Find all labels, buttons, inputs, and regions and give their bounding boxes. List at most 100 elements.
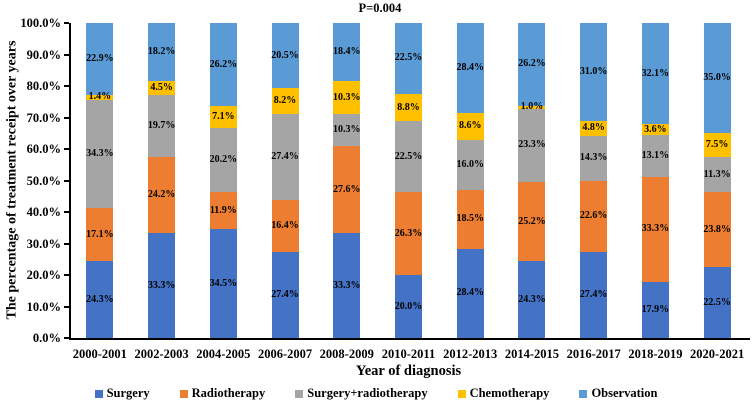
bar-segment: 10.3% [333, 81, 361, 114]
bar-segment: 18.4% [333, 23, 361, 82]
x-tick-label: 2018-2019 [628, 347, 683, 361]
bar-segment-label: 18.4% [333, 46, 361, 58]
bar-segment-label: 33.3% [641, 223, 670, 235]
bar-segment: 11.3% [703, 156, 731, 193]
legend-item: Radiotherapy [179, 386, 266, 401]
bar-segment-label: 35.0% [703, 72, 731, 84]
bar-segment: 7.5% [703, 133, 731, 157]
bar-segment-label: 32.1% [641, 67, 670, 79]
bar-segment: 26.3% [394, 192, 423, 276]
bar: 27.4% 16.4% 27.4% 8.2% 20.5% [271, 23, 299, 338]
bar-segment-label: 27.4% [579, 288, 608, 300]
bar-segment-label: 27.4% [271, 288, 299, 300]
y-tick-mark [64, 274, 69, 276]
bar-segment-label: 23.3% [518, 139, 546, 151]
bar-segment-label: 26.2% [518, 58, 546, 70]
bar-segment: 34.5% [210, 229, 237, 338]
legend-swatch [457, 390, 466, 398]
x-tick-label: 2004-2005 [196, 347, 251, 361]
bar-segment-label: 28.4% [456, 287, 484, 299]
bar-segment-label: 14.3% [579, 152, 608, 164]
x-axis-title: Year of diagnosis [355, 363, 462, 379]
bar-segment-label: 26.3% [394, 227, 423, 239]
bar-segment-label: 18.5% [456, 213, 484, 225]
bar-segment: 3.6% [641, 123, 669, 136]
bar-segment-label: 17.9% [641, 303, 670, 315]
bar-segment: 33.3% [641, 176, 670, 282]
bar-segment: 20.0% [395, 275, 422, 338]
y-tick-mark [64, 211, 69, 213]
y-tick-label: 60.0% [26, 142, 61, 156]
bar-segment-label: 28.4% [456, 62, 484, 74]
bar-segment-label: 7.1% [212, 111, 235, 123]
bar-segment: 7.1% [209, 105, 237, 129]
y-tick-label: 40.0% [26, 205, 61, 219]
bar: 20.0% 26.3% 22.5% 8.8% 22.5% [394, 22, 423, 338]
bar-segment: 26.2% [518, 23, 546, 106]
bar-segment-label: 20.0% [394, 300, 423, 312]
bar-segment: 25.2% [518, 182, 546, 262]
bar-segment-label: 11.3% [703, 168, 731, 180]
y-tick-label: 70.0% [26, 110, 61, 125]
bar-segment: 27.4% [271, 251, 299, 338]
x-tick-label: 2006-2007 [257, 347, 313, 361]
x-tick-label: 2008-2009 [319, 347, 374, 361]
bar-segment: 35.0% [703, 22, 731, 134]
legend-swatch [295, 390, 304, 398]
bar-segment: 24.3% [518, 261, 546, 338]
bar-segment-label: 4.5% [150, 81, 173, 93]
bar: 22.5% 23.8% 11.3% 7.5% 35.0% [703, 22, 731, 338]
bar-segment-label: 3.6% [644, 123, 667, 135]
bar-segment: 11.9% [209, 191, 237, 230]
bar-segment: 16.0% [456, 139, 484, 191]
y-tick-mark [64, 53, 69, 56]
x-tick-label: 2020-2021 [690, 347, 745, 361]
bar-segment: 23.8% [703, 192, 731, 268]
legend-label: Surgery+radiotherapy [307, 386, 428, 400]
bar-segment-label: 23.8% [703, 223, 731, 235]
bar-segment-label: 20.5% [271, 49, 299, 61]
bar-segment: 19.7% [147, 94, 176, 157]
y-tick-label: 10.0% [26, 299, 61, 314]
bar-segment: 26.2% [210, 23, 237, 106]
bar-segment: 31.0% [580, 23, 607, 121]
legend-item: Chemotherapy [457, 386, 550, 401]
x-tick-label: 2014-2015 [504, 347, 560, 361]
bar: 17.9% 33.3% 13.1% 3.6% 32.1% [642, 23, 669, 338]
legend-item: Observation [579, 386, 657, 401]
bar-segment: 10.3% [333, 113, 361, 147]
bar-segment-label: 18.2% [147, 46, 176, 57]
bar-segment: 28.4% [456, 23, 484, 113]
bar-segment-label: 10.3% [333, 91, 361, 103]
y-tick-mark [64, 337, 69, 339]
bar-segment: 18.2% [147, 23, 176, 81]
y-tick-mark [64, 85, 69, 87]
legend-label: Radiotherapy [191, 386, 266, 400]
y-tick-label: 0.0% [32, 331, 61, 345]
bar-segment: 27.6% [333, 146, 361, 234]
y-tick-label: 90.0% [26, 47, 61, 62]
bar-segment-label: 34.5% [209, 277, 238, 289]
bar: 24.3% 17.1% 34.3% 1.4% 22.9% [86, 23, 114, 338]
bar-segment: 16.4% [271, 200, 299, 252]
bar-segment-label: 19.7% [147, 119, 176, 131]
bar-segment-label: 24.3% [518, 293, 546, 305]
bar-segment-label: 26.2% [209, 58, 238, 70]
legend-label: Chemotherapy [469, 386, 550, 400]
bar-segment: 33.3% [148, 233, 175, 338]
x-tick-label: 2002-2003 [134, 347, 189, 361]
legend-swatch [579, 390, 588, 398]
bar-segment: 1.4% [86, 92, 114, 102]
bar-segment: 4.8% [580, 120, 608, 136]
legend-swatch [179, 390, 188, 398]
legend-item: Surgery+radiotherapy [295, 386, 428, 401]
bar-segment: 8.2% [271, 87, 299, 114]
bar-segment-label: 20.2% [209, 154, 238, 166]
bar-segment: 20.2% [210, 128, 237, 192]
y-tick-label: 50.0% [26, 173, 61, 188]
bar-segment: 33.3% [333, 233, 361, 338]
bar-segment: 32.1% [641, 23, 670, 125]
y-tick-mark [64, 22, 69, 24]
y-tick-mark [64, 116, 69, 119]
y-tick-label: 20.0% [26, 268, 61, 282]
